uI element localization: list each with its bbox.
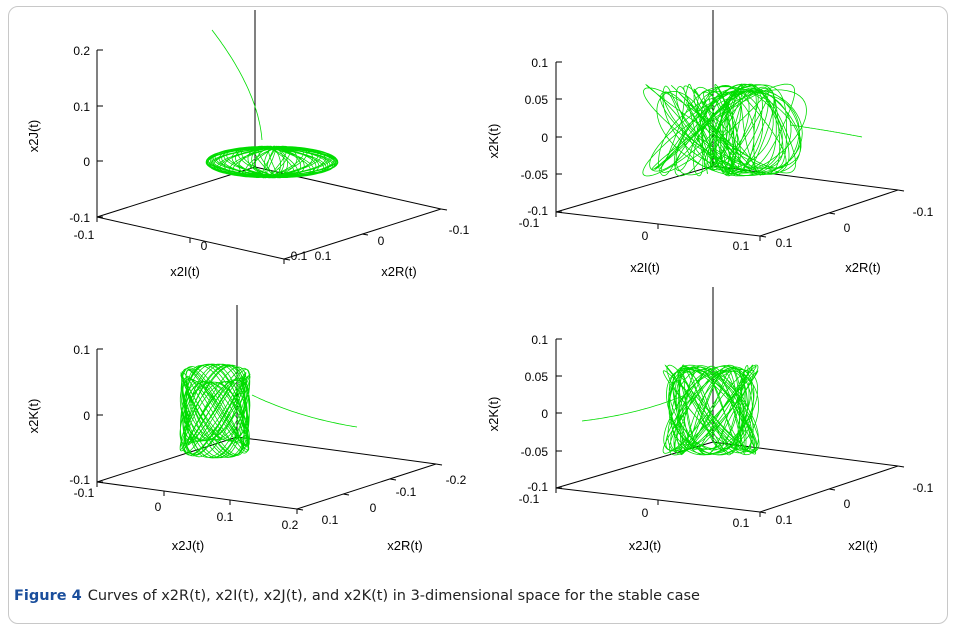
panel-2: 0.1 0.05 0 -0.05 -0.1 -0.1 0 0.1 0.1 0 -…	[486, 10, 934, 275]
p4-ztick-3: 0.05	[525, 370, 549, 384]
figure-caption-text: Curves of x2R(t), x2I(t), x2J(t), and x2…	[87, 588, 700, 604]
panel-1: 0.2 0.1 0 -0.1 -0.1 0 0.1 0.1 0 -0.1 x2I…	[26, 10, 470, 279]
p2-ytick-1: 0	[844, 221, 851, 235]
p2-ztick-1: -0.05	[521, 168, 549, 182]
p3-ylabel: x2R(t)	[387, 538, 422, 553]
p3-attractor-curve	[179, 363, 251, 459]
p3-ytick-3: -0.2	[446, 473, 467, 487]
p1-ytick-1: 0	[378, 234, 385, 248]
panel-3: 0.1 0 -0.1 -0.1 0 0.1 0.2 0.1 0 -0.1 -0.…	[26, 305, 467, 553]
p1-attractor-curve	[205, 145, 339, 179]
p1-ztick-0: -0.1	[69, 211, 90, 225]
p4-attractor-curve	[662, 364, 760, 456]
p2-zlabel: x2K(t)	[486, 124, 501, 159]
p2-ztick-4: 0.1	[531, 56, 548, 70]
p4-xtick-0: -0.1	[519, 492, 540, 506]
p3-ztick-0: -0.1	[69, 473, 90, 487]
p2-series-line	[642, 83, 863, 177]
figure-caption: Figure 4 Curves of x2R(t), x2I(t), x2J(t)…	[14, 588, 700, 604]
p2-xlabel: x2I(t)	[630, 260, 660, 275]
p4-ztick-2: 0	[541, 407, 548, 421]
p4-xtick-2: 0.1	[733, 516, 750, 530]
p3-ztick-2: 0.1	[73, 343, 90, 357]
p4-xtick-1: 0	[642, 506, 649, 520]
figure-label: Figure 4	[14, 588, 82, 604]
p3-xlabel: x2J(t)	[172, 538, 205, 553]
p2-ztick-2: 0	[541, 131, 548, 145]
p3-series-line	[179, 363, 358, 459]
p2-transient-curve	[789, 124, 863, 138]
p1-back-floor-edge	[96, 166, 256, 218]
p4-ztick-1: -0.05	[521, 445, 549, 459]
p4-xlabel: x2J(t)	[629, 538, 662, 553]
p1-xtick-2: 0.1	[291, 249, 308, 263]
p1-ytick-2: -0.1	[449, 223, 470, 237]
p2-ztick-3: 0.05	[525, 93, 549, 107]
p3-ytick-0: 0.1	[322, 513, 339, 527]
p3-xtick-1: 0	[155, 500, 162, 514]
p1-ytick-0: 0.1	[315, 249, 332, 263]
p2-ytick-0: 0.1	[776, 236, 793, 250]
p4-zlabel: x2K(t)	[486, 397, 501, 432]
p4-ytick-0: 0.1	[776, 513, 793, 527]
p1-zlabel: x2J(t)	[26, 120, 41, 153]
p3-ytick-1: 0	[370, 501, 377, 515]
p2-xtick-2: 0.1	[733, 239, 750, 253]
p2-xtick-0: -0.1	[519, 216, 540, 230]
p4-transient-curve	[581, 394, 686, 422]
p4-ylabel: x2I(t)	[848, 538, 878, 553]
p2-ztick-0: -0.1	[527, 204, 548, 218]
p1-ztick-2: 0.1	[73, 100, 90, 114]
p3-xtick-0: -0.1	[74, 486, 95, 500]
p4-ytick-1: 0	[844, 497, 851, 511]
p3-xtick-3: 0.2	[282, 518, 299, 532]
p3-transient-curve	[251, 394, 358, 428]
p2-ytick-2: -0.1	[913, 205, 934, 219]
p1-ylabel: x2R(t)	[381, 264, 416, 279]
p3-ztick-1: 0	[83, 409, 90, 423]
p3-ytick-2: -0.1	[396, 485, 417, 499]
p4-ztick-4: 0.1	[531, 333, 548, 347]
p2-ylabel: x2R(t)	[845, 260, 880, 275]
p2-xtick-1: 0	[642, 229, 649, 243]
p1-xlabel: x2I(t)	[170, 264, 200, 279]
p1-ztick-1: 0	[83, 155, 90, 169]
p1-xtick-0: -0.1	[74, 228, 95, 242]
p4-ytick-2: -0.1	[913, 481, 934, 495]
p3-zlabel: x2K(t)	[26, 399, 41, 434]
panel-4: 0.1 0.05 0 -0.05 -0.1 -0.1 0 0.1 0.1 0 -…	[486, 287, 934, 553]
p3-xtick-2: 0.1	[217, 510, 234, 524]
p1-xtick-1: 0	[201, 239, 208, 253]
p4-series-line	[581, 364, 760, 456]
p2-attractor-curve	[642, 83, 807, 177]
p1-series-line	[205, 29, 339, 179]
p4-ztick-0: -0.1	[527, 480, 548, 494]
p1-transient-curve	[211, 29, 263, 141]
p1-ztick-3: 0.2	[73, 44, 90, 58]
